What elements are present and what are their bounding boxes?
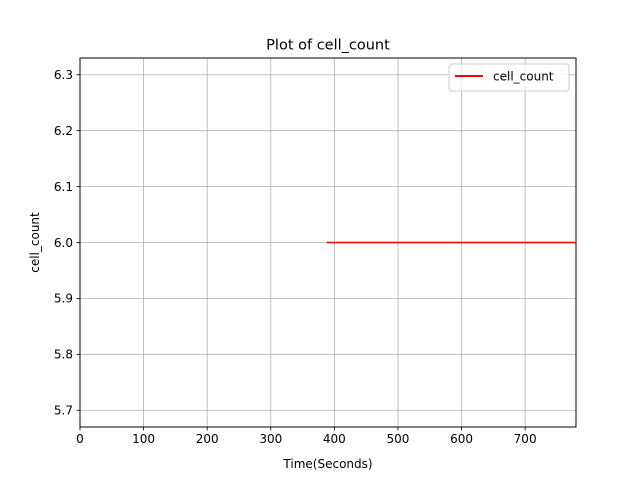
- x-axis-label: Time(Seconds): [282, 457, 372, 471]
- y-tick-label: 6.0: [54, 236, 73, 250]
- y-axis: 5.7 5.8 5.9 6.0 6.1 6.2 6.3: [54, 68, 80, 418]
- legend-box: [448, 63, 570, 92]
- y-axis-label: cell_count: [28, 212, 42, 273]
- y-tick-label: 6.3: [54, 68, 73, 82]
- plot-area: [79, 57, 577, 428]
- y-tick-label: 5.9: [54, 292, 73, 306]
- y-tick-label: 5.7: [54, 404, 73, 418]
- legend-label-cell-count: cell_count: [493, 70, 554, 84]
- x-tick-label: 300: [259, 432, 282, 446]
- x-tick-label: 400: [323, 432, 346, 446]
- y-tick-label: 6.2: [54, 124, 73, 138]
- y-tick-label: 5.8: [54, 348, 73, 362]
- x-tick-label: 600: [450, 432, 473, 446]
- x-tick-label: 500: [386, 432, 409, 446]
- x-tick-label: 0: [76, 432, 84, 446]
- x-tick-label: 100: [132, 432, 155, 446]
- chart-title: Plot of cell_count: [266, 38, 390, 54]
- x-tick-label: 200: [196, 432, 219, 446]
- x-tick-label: 700: [514, 432, 537, 446]
- y-tick-label: 6.1: [54, 180, 73, 194]
- legend: cell_count: [448, 63, 570, 92]
- x-axis: 0 100 200 300 400 500 600 700: [76, 427, 537, 446]
